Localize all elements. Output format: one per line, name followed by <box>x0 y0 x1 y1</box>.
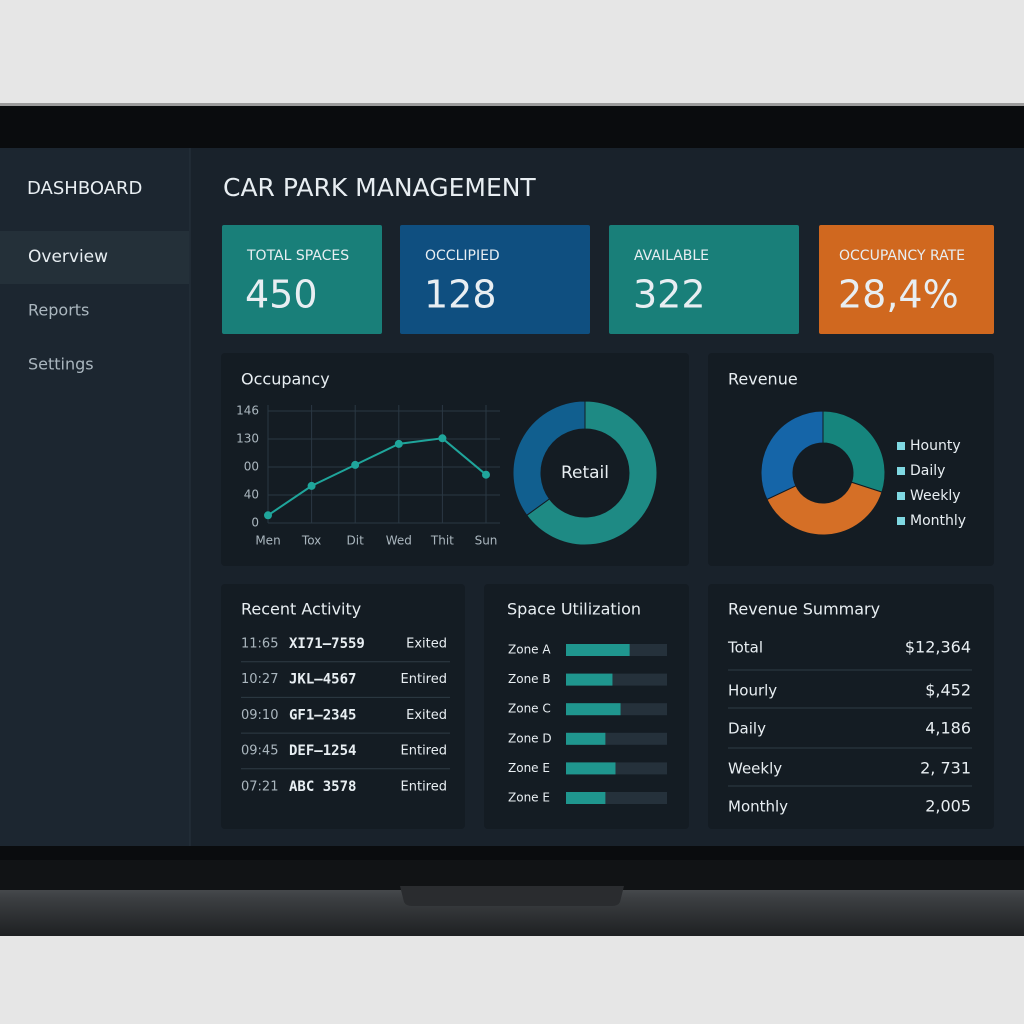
legend-label: Hounty <box>910 438 961 454</box>
page-title: CAR PARK MANAGEMENT <box>223 173 536 202</box>
summary-value: 2,005 <box>925 797 971 816</box>
summary-label: Total <box>727 639 763 657</box>
kpi-label: OCCLIPIED <box>425 248 500 264</box>
bar <box>566 732 606 745</box>
panel-title: Space Utilization <box>507 600 641 619</box>
plate: XI71–7559 <box>289 636 365 652</box>
x-tick-label: Dit <box>347 534 365 548</box>
summary-value: 4,186 <box>925 719 971 738</box>
status: Exited <box>406 708 447 723</box>
nav-item[interactable]: Settings <box>28 355 94 374</box>
x-tick-label: Tox <box>301 534 321 548</box>
time: 10:27 <box>241 672 278 687</box>
point <box>482 470 490 479</box>
kpi-label: OCCUPANCY RATE <box>839 248 965 264</box>
donut-label: Retail <box>561 463 609 483</box>
panel <box>221 584 465 829</box>
x-tick-label: Sun <box>475 534 498 548</box>
donut-segment <box>760 410 824 501</box>
point <box>264 511 272 520</box>
bar <box>566 673 613 686</box>
status: Exited <box>406 637 447 652</box>
kpi-value: 322 <box>633 273 706 317</box>
bar <box>566 762 616 775</box>
summary-value: 2, 731 <box>920 759 971 778</box>
donut-segment <box>512 400 586 517</box>
point <box>307 481 316 490</box>
donut-segment <box>822 410 886 493</box>
time: 09:10 <box>241 708 278 723</box>
bar-label: Zone B <box>508 672 551 686</box>
point <box>351 460 360 469</box>
legend-label: Daily <box>910 463 945 479</box>
x-tick-label: Wed <box>386 534 412 548</box>
bar <box>566 644 630 656</box>
donut-segment <box>766 481 883 536</box>
summary-value: $,452 <box>925 681 971 700</box>
status: Entired <box>401 779 447 794</box>
panel <box>708 584 994 829</box>
y-tick-label: 130 <box>236 432 259 446</box>
bar-label: Zone A <box>508 643 551 657</box>
status: Entired <box>401 744 447 759</box>
laptop-notch <box>400 886 624 906</box>
nav-item[interactable]: Reports <box>28 301 89 320</box>
time: 09:45 <box>241 744 278 759</box>
panel-title: Occupancy <box>241 370 330 389</box>
legend-label: Weekly <box>910 488 961 504</box>
summary-label: Weekly <box>728 760 782 778</box>
kpi-value: 128 <box>424 273 497 317</box>
bar <box>566 792 606 804</box>
legend-swatch <box>897 467 905 475</box>
plate: GF1–2345 <box>289 707 356 723</box>
legend-swatch <box>897 492 905 500</box>
time: 11:65 <box>241 637 278 652</box>
sidebar-selected[interactable] <box>0 231 189 284</box>
kpi-label: TOTAL SPACES <box>246 248 349 264</box>
kpi-value: 28,4% <box>838 273 959 317</box>
point <box>394 439 403 448</box>
y-tick-label: 40 <box>244 488 259 502</box>
plate: DEF–1254 <box>289 743 356 759</box>
y-tick-label: 146 <box>236 404 259 418</box>
legend-swatch <box>897 442 905 450</box>
legend-swatch <box>897 517 905 525</box>
bar-label: Zone E <box>508 761 550 775</box>
y-tick-label: 0 <box>251 516 259 530</box>
status: Entired <box>401 672 447 687</box>
plate: JKL–4567 <box>289 672 356 688</box>
laptop-hinge <box>0 860 1024 890</box>
kpi-card <box>609 225 799 334</box>
panel-title: Revenue <box>728 370 798 389</box>
y-tick-label: 00 <box>244 460 259 474</box>
summary-label: Hourly <box>728 682 777 700</box>
panel-title: Revenue Summary <box>728 600 880 619</box>
bar <box>566 703 621 716</box>
line <box>267 437 487 517</box>
legend-label: Monthly <box>910 513 966 529</box>
donut-segment <box>526 400 658 546</box>
x-tick-label: Thit <box>430 534 454 548</box>
bar-label: Zone D <box>508 731 552 745</box>
kpi-value: 450 <box>245 273 318 317</box>
kpi-card <box>222 225 382 334</box>
plate: ABC 3578 <box>289 779 356 795</box>
panel-title: Recent Activity <box>241 600 361 619</box>
point <box>438 434 447 443</box>
nav-item[interactable]: Overview <box>28 247 108 267</box>
summary-label: Monthly <box>728 798 788 816</box>
sidebar-title: DASHBOARD <box>27 178 142 199</box>
summary-label: Daily <box>728 720 766 738</box>
kpi-label: AVAILABLE <box>634 248 709 264</box>
bar-label: Zone C <box>508 702 551 716</box>
summary-value: $12,364 <box>905 638 971 657</box>
kpi-card <box>400 225 590 334</box>
kpi-card <box>819 225 994 334</box>
x-tick-label: Men <box>255 534 280 548</box>
bar-label: Zone E <box>508 791 550 805</box>
time: 07:21 <box>241 779 278 794</box>
